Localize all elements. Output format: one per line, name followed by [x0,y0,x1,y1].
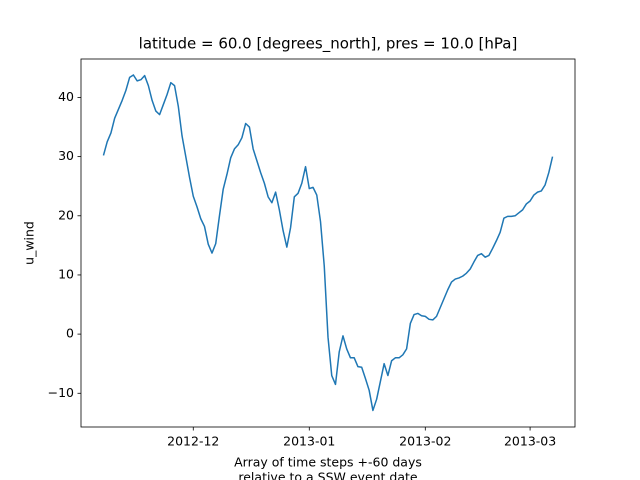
y-axis-label: u_wind [22,221,37,265]
plot-frame [80,58,576,428]
y-tick-label: −10 [48,385,74,400]
x-tick-label: 2013-02 [399,434,451,449]
y-tick-label: 20 [58,207,74,222]
y-tick-label: 0 [66,326,74,341]
x-axis-label: Array of time steps +-60 days [234,455,422,470]
chart-title: latitude = 60.0 [degrees_north], pres = … [139,35,518,54]
data-line [102,74,554,412]
y-tick-label: 10 [58,266,74,281]
y-tick-label: 30 [58,148,74,163]
x-tick-label: 2012-12 [167,434,219,449]
x-tick-label: 2013-01 [283,434,335,449]
y-tick-label: 40 [58,89,74,104]
x-tick-label: 2013-03 [504,434,556,449]
x-axis-label: relative to a SSW event date [238,470,418,480]
